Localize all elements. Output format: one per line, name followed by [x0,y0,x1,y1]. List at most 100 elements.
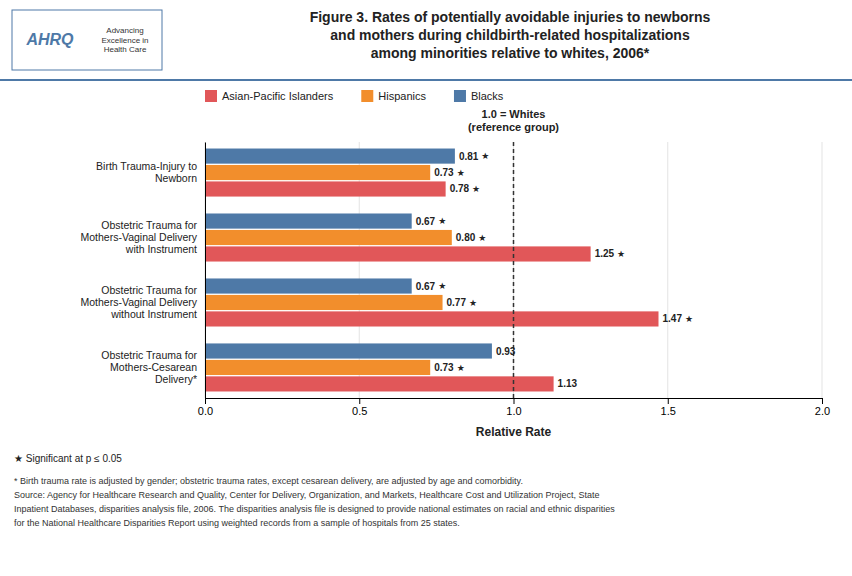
grid-line [359,142,360,398]
category-label-line: Birth Trauma-Injury to [96,160,197,172]
category-label-line: Delivery* [155,373,197,385]
separator [0,79,852,81]
significance-marker: ★ [457,168,465,178]
tick-label: 0.5 [352,405,367,417]
plot-area [205,142,658,398]
category-label: Obstetric Trauma forMothers-Vaginal Deli… [80,219,197,255]
bar [205,149,455,164]
significance-marker: ★ [481,151,489,161]
logo-name: AHRQ [25,31,74,48]
grid-line [667,142,668,398]
legend-swatch [205,90,217,102]
bar [205,295,443,310]
legend-item: Hispanics [361,90,426,102]
tick-mark [359,398,360,404]
data-label: 0.73 [434,167,454,178]
tick: Birth Trauma-Injury toNewborn [96,160,197,184]
significance-marker: ★ [478,233,486,243]
logo-tagline-line: Health Care [104,45,147,54]
x-axis: 0.0 0.5 1.0 1.5 2.0 [198,398,830,417]
legend-label: Hispanics [378,90,426,102]
axis-domain [206,399,823,405]
series [205,165,452,375]
logo-tagline-line: Advancing [106,26,143,35]
tick-mark [822,398,823,404]
title: Figure 3. Rates of potentially avoidable… [310,9,711,61]
legend-swatch [454,90,466,102]
data-label: 0.93 [496,346,516,357]
data-label: 0.81 [459,151,479,162]
tick-label: 1.0 [506,405,521,417]
category-label-line: Obstetric Trauma for [101,349,197,361]
category-label-line: with Instrument [125,243,197,255]
category-label-line: Obstetric Trauma for [101,219,197,231]
title-line: Figure 3. Rates of potentially avoidable… [310,9,711,25]
bar [205,376,554,391]
bar [205,165,430,180]
data-label: 1.13 [558,378,578,389]
grid-line [822,142,823,398]
significance-marker: ★ [472,184,480,194]
tick-label: 2.0 [815,405,830,417]
logo: AHRQAdvancingExcellence inHealth Care [12,10,162,70]
chart: AHRQAdvancingExcellence inHealth CareFig… [0,0,852,576]
category-label-line: Mothers-Vaginal Delivery [80,296,197,308]
tick-label: 1.5 [661,405,676,417]
significance-marker: ★ [469,298,477,308]
title-line: and mothers during childbirth-related ho… [330,27,690,43]
legend-swatch [361,90,373,102]
bar [205,230,452,245]
data-labels: 0.81★0.67★0.67★0.930.73★0.80★0.77★0.73★0… [416,151,693,390]
x-axis-title: Relative Rate [476,425,552,439]
significance-marker: ★ [617,249,625,259]
tick: 2.0 [815,398,830,417]
series [205,181,658,391]
reference-label-line: 1.0 = Whites [482,108,546,120]
data-label: 1.25 [595,248,615,259]
grid [205,142,822,398]
footer-line: Inpatient Databases, disparities analysi… [14,504,615,514]
data-label: 0.73 [434,362,454,373]
significance-marker: ★ [438,281,446,291]
bar [205,278,412,293]
bar [205,246,591,261]
category-label-line: without Instrument [110,308,197,320]
category-label-line: Newborn [155,172,197,184]
legend-label: Asian-Pacific Islanders [222,90,334,102]
tick: 0.0 [198,398,213,417]
significance-marker: ★ [685,314,693,324]
category-label-line: Mothers-Vaginal Delivery [80,231,197,243]
category-label-line: Obstetric Trauma for [101,284,197,296]
tick-mark [668,398,669,404]
data-label: 0.80 [456,232,476,243]
y-axis: Birth Trauma-Injury toNewborn Obstetric T… [80,143,205,399]
data-label: 0.77 [447,297,467,308]
grid-line [205,142,206,398]
tick: Obstetric Trauma forMothers-CesareanDeli… [101,349,197,385]
footer-line: for the National Healthcare Disparities … [14,518,460,528]
category-label-line: Mothers-Cesarean [110,361,197,373]
tick-label: 0.0 [198,405,213,417]
bar [205,181,446,196]
category-label: Obstetric Trauma forMothers-CesareanDeli… [101,349,197,385]
legend: Asian-Pacific IslandersHispanicsBlacks [205,90,504,102]
tick: Obstetric Trauma forMothers-Vaginal Deli… [80,219,197,255]
logo-frame [12,10,162,70]
tick-mark [205,398,206,404]
data-label: 0.67 [416,216,436,227]
category-label: Birth Trauma-Injury toNewborn [96,160,197,184]
bar [205,360,430,375]
reference-label: 1.0 = Whites(reference group) [468,108,559,133]
bar [205,311,658,326]
footer-line: * Birth trauma rate is adjusted by gende… [14,476,523,486]
category-label: Obstetric Trauma forMothers-Vaginal Deli… [80,284,197,320]
significance-marker: ★ [438,216,446,226]
tick-mark [514,398,515,404]
data-label: 1.47 [662,313,682,324]
bar [205,213,412,228]
significance-marker: ★ [457,363,465,373]
grid-line [513,142,514,398]
tick: Obstetric Trauma forMothers-Vaginal Deli… [80,284,197,320]
legend-item: Asian-Pacific Islanders [205,90,334,102]
tick: 1.0 [506,398,521,417]
